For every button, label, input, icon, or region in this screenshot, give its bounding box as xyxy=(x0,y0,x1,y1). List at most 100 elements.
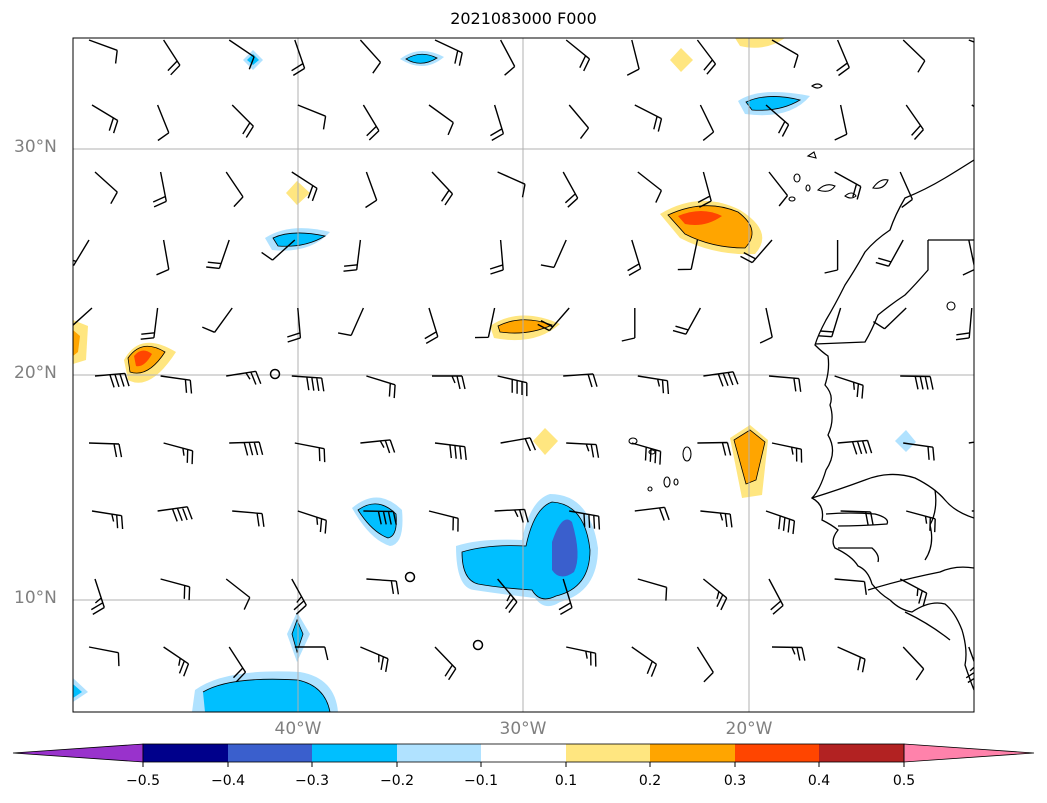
wind-barb xyxy=(424,307,439,345)
wind-barb xyxy=(160,375,193,394)
wind-barb xyxy=(434,39,463,66)
wind-barb xyxy=(91,510,124,530)
wind-barb xyxy=(631,442,662,465)
lon-label-20w: 20°W xyxy=(725,719,773,739)
wind-barb xyxy=(899,578,928,607)
islands xyxy=(628,83,956,492)
wind-barb xyxy=(497,171,526,198)
wind-barb xyxy=(563,373,598,388)
wind-barb xyxy=(206,239,230,270)
wind-barb xyxy=(366,578,400,595)
wind-barb xyxy=(566,442,600,458)
colorbar-seg xyxy=(650,744,735,762)
wind-barb xyxy=(92,714,118,742)
wind-barb xyxy=(428,510,459,532)
colorbar-ticks xyxy=(142,762,905,767)
wind-barb xyxy=(225,171,244,208)
wind-barb xyxy=(818,307,842,338)
wind-barb xyxy=(363,510,397,525)
wind-barb xyxy=(497,578,518,614)
wind-barb xyxy=(971,104,974,108)
calm-wind-circles xyxy=(269,368,484,651)
wind-barb xyxy=(771,646,806,661)
gridlines xyxy=(73,38,974,712)
wind-barb xyxy=(569,714,595,742)
colorbar-seg xyxy=(481,744,566,762)
wind-barb xyxy=(160,578,191,601)
wind-barb xyxy=(494,508,529,523)
colorbar-label: −0.3 xyxy=(295,773,329,789)
wind-barb xyxy=(702,578,728,611)
wind-barb xyxy=(294,442,326,463)
wind-barb xyxy=(540,239,567,269)
wind-barb xyxy=(703,371,739,387)
wind-barb xyxy=(766,714,794,738)
wind-barb xyxy=(903,442,935,461)
wind-barb xyxy=(568,104,590,140)
wind-barb xyxy=(634,104,663,132)
wind-barb xyxy=(627,239,642,277)
wind-barb xyxy=(955,307,973,341)
wind-barb xyxy=(621,308,636,342)
colorbar-label: 0.3 xyxy=(723,773,747,789)
colorbar-label: −0.5 xyxy=(126,773,160,789)
wind-barb xyxy=(228,646,247,683)
colorbar xyxy=(12,743,1035,767)
wind-barb xyxy=(228,39,255,70)
wind-barb xyxy=(73,239,90,267)
wind-barb xyxy=(225,578,251,610)
wind-barb xyxy=(905,104,924,140)
wind-barb xyxy=(765,104,790,137)
colorbar-label: 0.2 xyxy=(638,773,662,789)
wind-barb xyxy=(837,439,873,455)
wind-barb xyxy=(873,307,907,330)
wind-barb xyxy=(88,646,120,667)
wind-barb xyxy=(836,39,850,77)
wind-barb xyxy=(566,646,597,667)
wind-barb xyxy=(875,239,904,267)
colorbar-seg xyxy=(735,744,819,762)
wind-barb xyxy=(677,239,699,271)
colorbar-seg xyxy=(397,744,481,762)
wind-barb xyxy=(537,307,570,332)
colorbar-seg xyxy=(819,744,904,762)
wind-barbs xyxy=(73,39,1004,742)
wind-barb xyxy=(834,578,867,595)
wind-barb xyxy=(91,104,119,134)
wind-barb xyxy=(229,441,264,456)
wind-barb xyxy=(768,375,802,392)
wind-barb xyxy=(499,39,516,76)
wind-barb xyxy=(902,39,926,73)
wind-barb xyxy=(696,646,714,683)
wind-barb xyxy=(431,171,454,206)
wind-barb xyxy=(637,171,663,203)
colorbar-seg xyxy=(566,744,650,762)
wind-barb xyxy=(156,239,170,276)
wind-barb xyxy=(366,375,396,399)
wind-barb xyxy=(90,578,105,616)
wind-barb xyxy=(497,375,528,397)
wind-barb xyxy=(291,375,325,392)
wind-barb xyxy=(495,714,526,732)
wind-barb xyxy=(740,239,773,264)
wind-barb xyxy=(696,39,717,75)
wind-barb xyxy=(434,646,457,681)
wind-barb xyxy=(360,646,389,673)
wind-barb xyxy=(287,307,302,343)
colorbar-frame xyxy=(142,743,905,763)
coastline xyxy=(810,159,974,691)
colorbar-label: 0.4 xyxy=(807,773,831,789)
wind-barb xyxy=(626,39,640,76)
wind-barb xyxy=(768,578,784,615)
wind-barb xyxy=(900,375,934,390)
wind-barb xyxy=(569,510,601,530)
colorbar-extend-high xyxy=(903,743,1035,763)
wind-barb xyxy=(672,307,702,335)
wind-barb xyxy=(163,646,190,677)
wind-barb xyxy=(297,510,327,534)
wind-barb xyxy=(975,376,1004,397)
wind-barb xyxy=(697,441,732,456)
wind-barb xyxy=(697,171,712,208)
wind-barb xyxy=(140,307,159,340)
wind-barb xyxy=(434,442,467,460)
